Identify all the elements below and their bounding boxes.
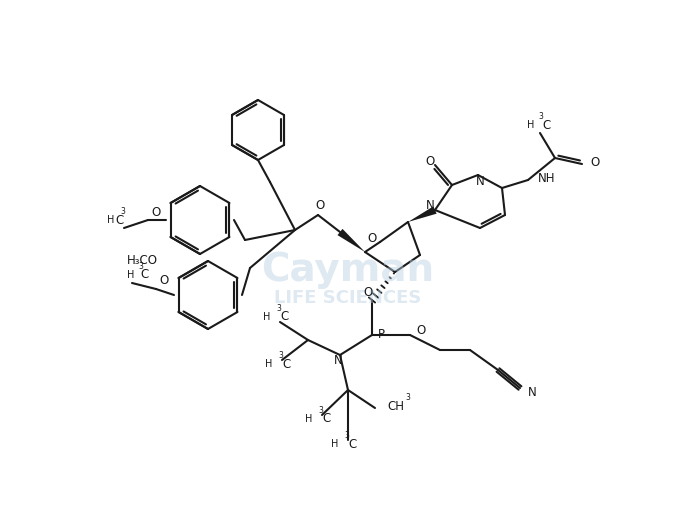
Text: H: H (262, 312, 270, 322)
Polygon shape (338, 229, 365, 252)
Text: H: H (127, 270, 134, 280)
Text: Cayman: Cayman (262, 251, 434, 289)
Text: O: O (416, 324, 425, 337)
Text: N: N (528, 385, 537, 398)
Text: 3: 3 (276, 304, 281, 313)
Text: 3: 3 (278, 351, 283, 360)
Text: O: O (151, 205, 161, 218)
Text: 3: 3 (405, 393, 410, 402)
Text: H: H (264, 359, 272, 369)
Polygon shape (408, 206, 436, 222)
Text: 3: 3 (318, 406, 323, 415)
Text: O: O (590, 155, 599, 168)
Text: H₃CO: H₃CO (127, 254, 157, 267)
Text: O: O (425, 154, 434, 167)
Text: P: P (378, 329, 385, 342)
Text: 3: 3 (138, 262, 143, 271)
Text: O: O (363, 285, 372, 298)
Text: LIFE SCIENCES: LIFE SCIENCES (274, 289, 422, 307)
Text: O: O (315, 199, 324, 212)
Text: C: C (280, 310, 288, 323)
Text: 3: 3 (344, 431, 349, 440)
Text: C: C (140, 268, 148, 281)
Text: C: C (322, 412, 330, 425)
Text: C: C (542, 119, 551, 132)
Text: H: H (305, 414, 312, 424)
Text: N: N (333, 355, 342, 368)
Text: N: N (475, 175, 484, 188)
Text: H: H (527, 120, 534, 130)
Text: 3: 3 (538, 112, 543, 121)
Text: 3: 3 (120, 207, 125, 216)
Text: C: C (116, 214, 124, 227)
Text: NH: NH (538, 172, 555, 185)
Text: C: C (348, 437, 356, 450)
Text: C: C (282, 358, 290, 370)
Text: N: N (426, 199, 434, 212)
Text: O: O (367, 231, 377, 244)
Text: H: H (106, 215, 114, 225)
Text: H: H (331, 439, 338, 449)
Text: CH: CH (387, 399, 404, 412)
Text: O: O (159, 275, 168, 288)
